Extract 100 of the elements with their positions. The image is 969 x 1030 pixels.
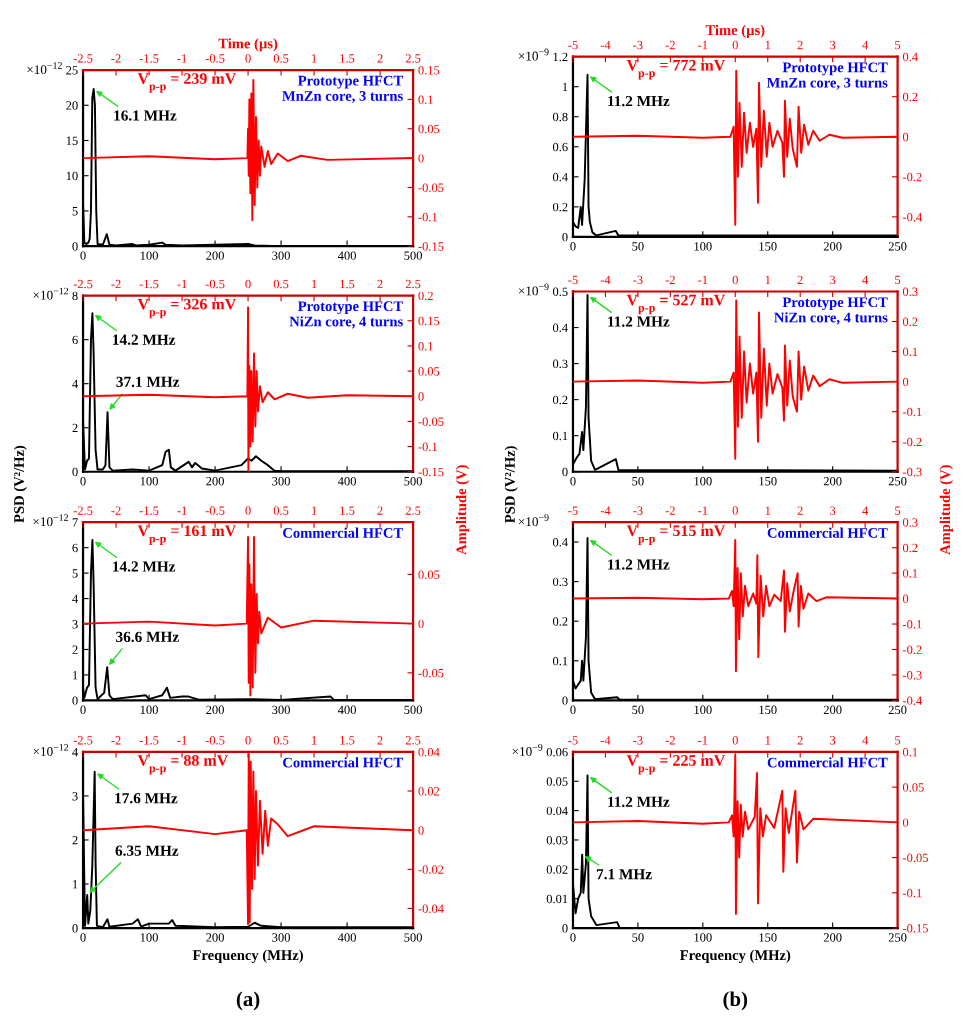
x-tick-label: -2 xyxy=(111,279,121,289)
y-tick-label: 0.15 xyxy=(418,316,440,326)
x-tick-label: -2 xyxy=(665,40,675,50)
y-tick-label: -0.1 xyxy=(418,442,437,452)
annotation: Commercial HFCT xyxy=(767,527,888,538)
x-tick-label: 250 xyxy=(888,705,907,715)
x-tick-label: 50 xyxy=(632,476,644,486)
x-tick-label: 3 xyxy=(830,506,836,515)
x-tick-label: 3 xyxy=(830,736,836,745)
x-tick-label: 200 xyxy=(823,476,842,486)
y-tick-label: 0.2 xyxy=(552,617,568,626)
x-tick-label: 0 xyxy=(245,736,251,745)
x-tick-label: 0 xyxy=(570,705,576,715)
y-tick-label: 0.8 xyxy=(552,112,568,122)
y-tick-label: 0 xyxy=(902,377,909,387)
y-tick-label: 4 xyxy=(72,379,78,389)
x-tick-label: 300 xyxy=(272,476,290,486)
y-tick-label: 0.05 xyxy=(902,783,924,792)
y-tick-label: 0 xyxy=(418,826,424,835)
x-tick-label: -3 xyxy=(633,736,643,745)
x-tick-label: 150 xyxy=(759,933,777,942)
y-tick-label: 1.2 xyxy=(553,52,568,62)
x-tick-label: -5 xyxy=(568,275,578,285)
y-tick-label: -0.05 xyxy=(902,853,928,863)
x-tick-label: -4 xyxy=(600,275,611,284)
x-tick-label: 2 xyxy=(797,506,803,515)
x-tick-label: 1 xyxy=(312,736,317,745)
y-tick-label: 2 xyxy=(72,423,78,433)
x-tick-label: -1 xyxy=(698,506,708,515)
x-tick-label: -1.5 xyxy=(139,736,159,745)
y-tick-label: 0.1 xyxy=(418,95,433,104)
y-tick-label: 20 xyxy=(66,101,78,110)
x-tick-label: 1.5 xyxy=(340,54,355,63)
x-tick-label: -3 xyxy=(633,40,643,50)
y-tick-label: 0.04 xyxy=(418,747,440,757)
y-tick-label: -0.2 xyxy=(902,172,922,182)
x-tick-label: 0 xyxy=(570,476,576,486)
x-tick-label: 2 xyxy=(797,736,803,745)
x-tick-label: 2 xyxy=(377,506,383,515)
y-tick-label: 0.2 xyxy=(902,92,918,102)
x-tick-label: -1 xyxy=(698,736,708,745)
y-tick-label: 0 xyxy=(418,154,424,163)
x-tick-label: -1 xyxy=(698,40,708,50)
x-tick-label: 1.5 xyxy=(340,279,355,289)
y-tick-label: 0.3 xyxy=(902,518,918,527)
x-tick-label: 0 xyxy=(570,933,576,942)
x-tick-label: 500 xyxy=(404,476,422,486)
annotation: Vp-p = 225 mV xyxy=(626,755,726,775)
x-tick-label: 0 xyxy=(732,275,738,285)
y-tick-label: -0.4 xyxy=(902,696,923,705)
y-tick-label: 0.6 xyxy=(552,142,568,152)
y-tick-label: 0.4 xyxy=(552,538,568,547)
y-tick-label: 10 xyxy=(66,171,78,181)
x-tick-label: 2 xyxy=(797,275,803,284)
annotation: Prototype HFCT NiZn core, 4 turns xyxy=(289,301,403,329)
y-tick-label: 0 xyxy=(902,132,909,142)
x-tick-label: 2.5 xyxy=(405,506,421,515)
x-axis-title: Frequency (MHz) xyxy=(192,949,303,964)
x-tick-label: 150 xyxy=(759,242,777,251)
x-tick-label: 100 xyxy=(694,476,712,486)
x-tick-label: -2 xyxy=(665,275,675,284)
y-tick-label: 0.3 xyxy=(552,359,568,369)
y-tick-label: 0.2 xyxy=(902,317,918,327)
y-tick-label: 1 xyxy=(73,880,78,889)
y-tick-label: 0.1 xyxy=(902,747,918,757)
x-tick-label: 2 xyxy=(797,40,803,50)
y-tick-label: 0 xyxy=(562,696,568,705)
y-tick-label: 5 xyxy=(72,207,78,216)
x-tick-label: -2.5 xyxy=(73,506,93,515)
y-tick-label: 0.4 xyxy=(552,172,568,182)
annotation: Vp-p = 326 mV xyxy=(137,298,237,319)
annotation: Vp-p = 527 mV xyxy=(626,294,726,315)
x-tick-label: 50 xyxy=(632,933,644,942)
x-tick-label: 300 xyxy=(272,933,290,942)
x-tick-label: 0.5 xyxy=(273,54,289,63)
x-tick-label: 0 xyxy=(732,40,738,50)
x-tick-label: 1 xyxy=(312,506,317,515)
x-tick-label: -0.5 xyxy=(205,279,225,289)
annotation: 16.1 MHz xyxy=(114,110,177,121)
y-tick-label: 0.1 xyxy=(552,431,568,441)
y-tick-label: 0.02 xyxy=(546,865,568,874)
annotation: Commercial HFCT xyxy=(283,527,403,538)
y-axis-title: PSD (V²/Hz) xyxy=(504,446,518,523)
y-tick-label: -0.2 xyxy=(902,437,922,447)
x-tick-label: 100 xyxy=(694,242,712,251)
x-tick-label: 4 xyxy=(862,506,869,515)
x-tick-label: 4 xyxy=(862,275,869,284)
x-tick-label: 200 xyxy=(206,476,224,486)
y-tick-label: 0.15 xyxy=(418,66,440,75)
y-tick-label: 0.01 xyxy=(546,894,568,904)
y-tick-label: -0.15 xyxy=(418,242,444,251)
y-tick-label: 0.1 xyxy=(552,656,568,666)
y-tick-label: 0 xyxy=(418,619,424,629)
x-tick-label: -1 xyxy=(177,54,187,63)
x-tick-label: 150 xyxy=(759,476,777,486)
x-tick-label: -5 xyxy=(568,736,578,745)
annotation: 11.2 MHz xyxy=(608,95,670,107)
annotation: Commercial HFCT xyxy=(767,757,888,768)
annotation: Vp-p = 88 mV xyxy=(137,755,229,775)
x-tick-label: 500 xyxy=(404,705,422,715)
